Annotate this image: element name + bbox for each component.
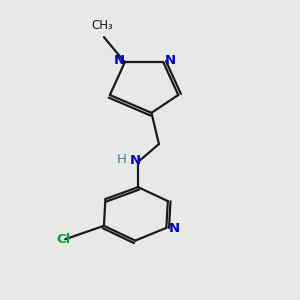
- Text: N: N: [130, 154, 141, 167]
- Text: N: N: [164, 54, 175, 67]
- Text: CH₃: CH₃: [92, 19, 113, 32]
- Text: N: N: [114, 54, 125, 67]
- Text: H: H: [117, 153, 127, 166]
- Text: N: N: [169, 222, 180, 235]
- Text: Cl: Cl: [57, 233, 71, 246]
